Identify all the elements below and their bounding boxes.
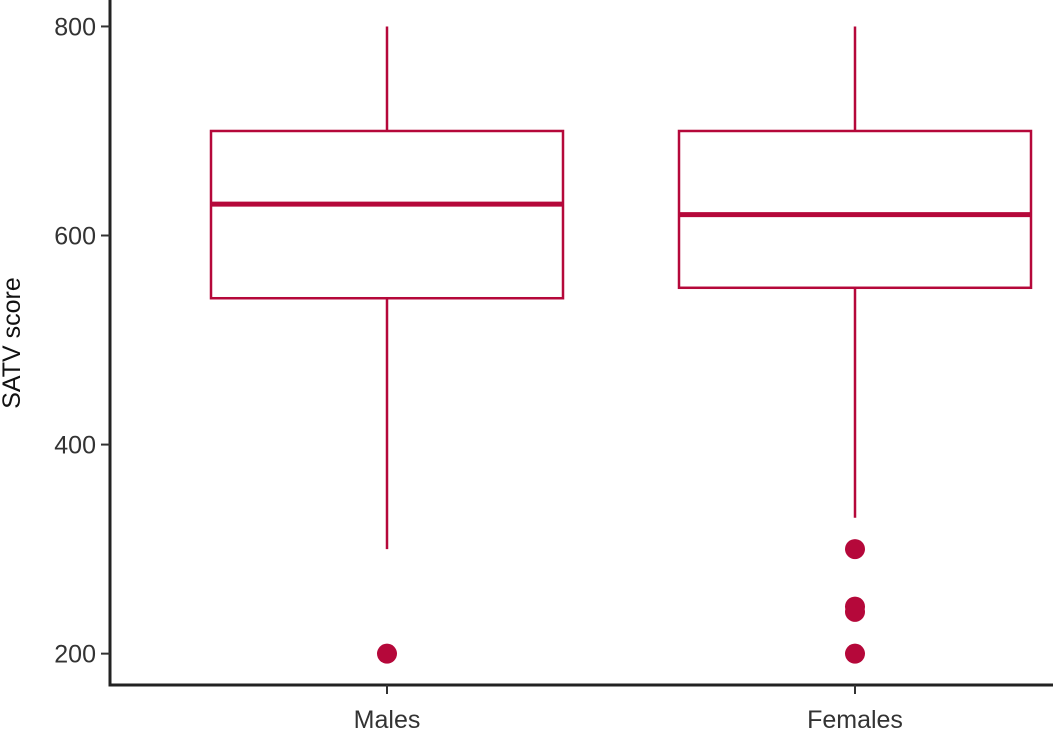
y-tick-label-400: 400	[54, 432, 96, 460]
y-tick-label-800: 800	[54, 13, 96, 41]
iqr-box-females	[677, 129, 1033, 290]
outlier-point-females	[845, 601, 865, 622]
y-axis-title: SATV score	[0, 277, 26, 409]
plot-area	[209, 26, 1033, 664]
x-tick-label-males: Males	[354, 706, 421, 729]
y-axis-ticks: 200 400 600 800	[54, 13, 110, 669]
x-axis-ticks: Males Females	[354, 685, 903, 729]
y-tick-label-600: 600	[54, 223, 96, 251]
outlier-point-males	[377, 643, 397, 664]
y-tick-label-200: 200	[54, 641, 96, 669]
outlier-point-females	[845, 539, 865, 560]
x-tick-label-females: Females	[807, 706, 903, 729]
iqr-box-males	[209, 129, 565, 300]
box-females	[677, 26, 1033, 664]
outlier-point-females	[845, 643, 865, 664]
box-males	[209, 26, 565, 664]
